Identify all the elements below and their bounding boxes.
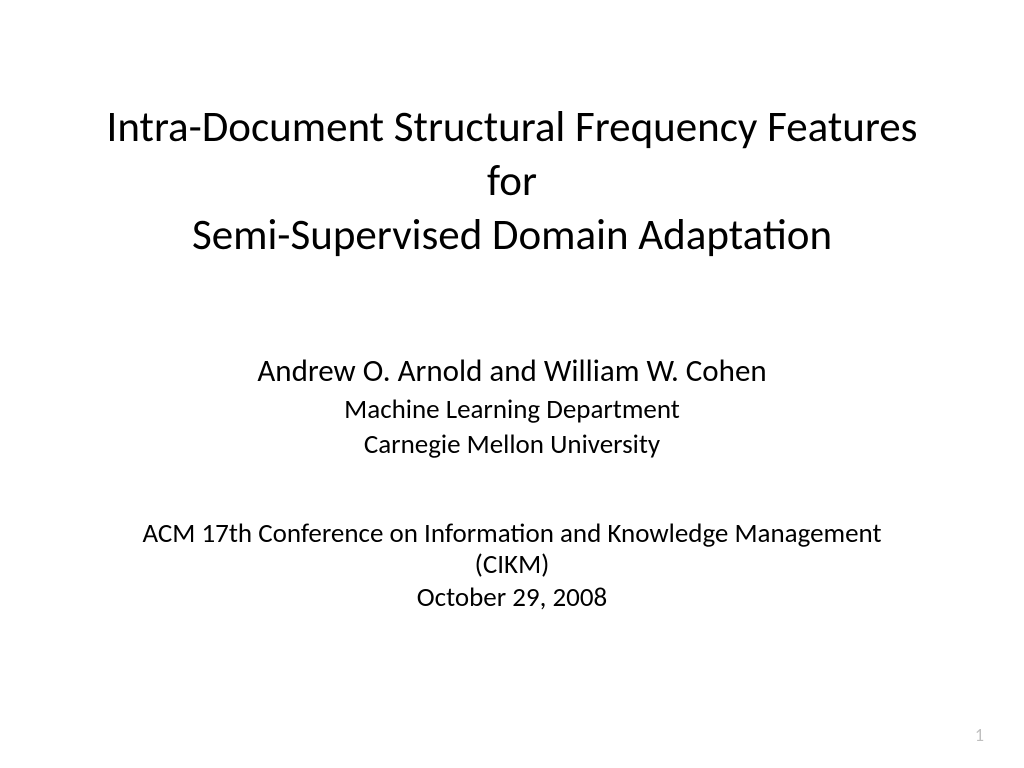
venue-date: October 29, 2008 [142,580,881,615]
author-department: Machine Learning Department [257,392,766,427]
venue-block: ACM 17th Conference on Information and K… [142,518,881,615]
title-block: Intra-Document Structural Frequency Feat… [107,100,918,261]
author-university: Carnegie Mellon University [257,427,766,462]
venue-conference-line2: (CIKM) [142,549,881,580]
title-line-1: Intra-Document Structural Frequency Feat… [107,100,918,154]
venue-conference-line1: ACM 17th Conference on Information and K… [142,518,881,549]
authors-block: Andrew O. Arnold and William W. Cohen Ma… [257,351,766,461]
title-line-3: Semi-Supervised Domain Adaptation [107,208,918,262]
title-line-2: for [107,154,918,208]
page-number: 1 [975,724,984,746]
slide-container: Intra-Document Structural Frequency Feat… [0,0,1024,768]
author-names: Andrew O. Arnold and William W. Cohen [257,351,766,391]
